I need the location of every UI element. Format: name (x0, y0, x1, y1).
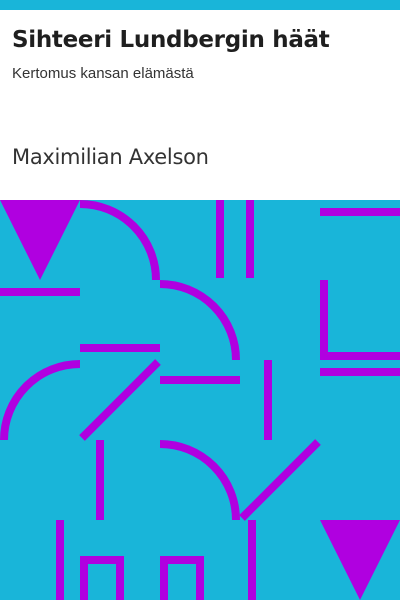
pattern-diagonal (79, 359, 161, 441)
pattern-diagonal (239, 439, 321, 521)
top-accent-bar (0, 0, 400, 10)
pattern-triangle (320, 520, 400, 600)
book-subtitle: Kertomus kansan elämästä (12, 65, 194, 82)
pattern-arc (0, 360, 81, 441)
pattern-arc (159, 280, 240, 361)
book-author: Maximilian Axelson (12, 145, 209, 169)
pattern-arc (79, 200, 160, 281)
cover-pattern (0, 200, 400, 600)
pattern-lines (0, 200, 400, 600)
pattern-triangle (0, 200, 80, 280)
pattern-bracket (80, 556, 124, 600)
pattern-corner (320, 280, 400, 360)
book-title: Sihteeri Lundbergin häät (12, 27, 330, 53)
pattern-triangles (0, 200, 400, 600)
pattern-bracket (160, 556, 204, 600)
pattern-arc (159, 440, 240, 521)
